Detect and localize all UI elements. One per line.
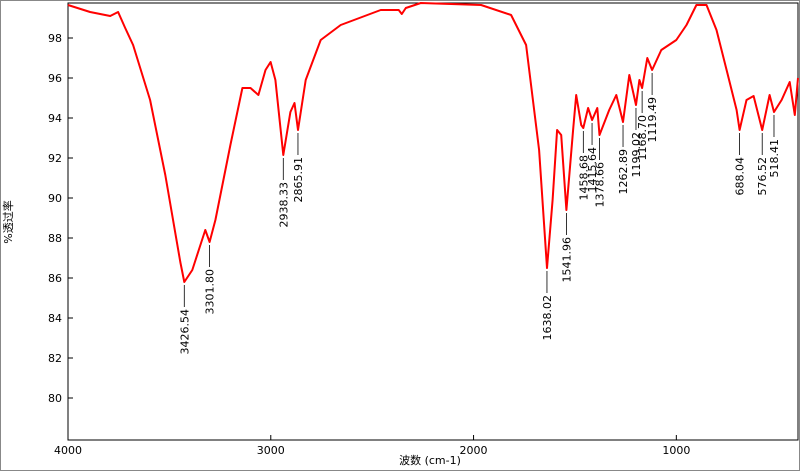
x-tick-label: 3000: [257, 444, 285, 457]
peak-label: 1458.68: [577, 155, 590, 201]
peak-label: 1638.02: [541, 295, 554, 341]
y-tick-label: 88: [48, 232, 62, 245]
y-axis-label: %透过率: [1, 200, 15, 243]
peak-label: 1262.89: [617, 149, 630, 195]
peak-label: 1415.64: [586, 147, 599, 193]
peak-label: 576.52: [756, 157, 769, 196]
peak-label: 2938.33: [277, 182, 290, 228]
y-tick-label: 80: [48, 392, 62, 405]
x-tick-label: 2000: [460, 444, 488, 457]
peak-label: 3426.54: [178, 309, 191, 355]
peak-label: 1378.66: [594, 162, 607, 208]
peak-label: 1119.49: [646, 97, 659, 143]
x-axis-label: 波数 (cm-1): [399, 454, 461, 467]
y-tick-label: 96: [48, 72, 62, 85]
peak-label: 518.41: [768, 139, 781, 178]
y-tick-label: 82: [48, 352, 62, 365]
peak-label: 3301.80: [204, 269, 217, 315]
x-tick-label: 4000: [54, 444, 82, 457]
peak-label: 688.04: [734, 157, 747, 196]
y-tick-label: 98: [48, 32, 62, 45]
y-tick-label: 92: [48, 152, 62, 165]
y-tick-label: 86: [48, 272, 62, 285]
y-tick-label: 84: [48, 312, 62, 325]
x-tick-label: 1000: [662, 444, 690, 457]
peak-label: 1168.70: [636, 115, 649, 161]
peak-label: 2865.91: [292, 157, 305, 203]
spectrum-line: [67, 2, 799, 283]
peak-label: 1199.02: [630, 132, 643, 178]
y-tick-label: 94: [48, 112, 62, 125]
peak-label: 1541.96: [560, 237, 573, 283]
y-tick-label: 90: [48, 192, 62, 205]
